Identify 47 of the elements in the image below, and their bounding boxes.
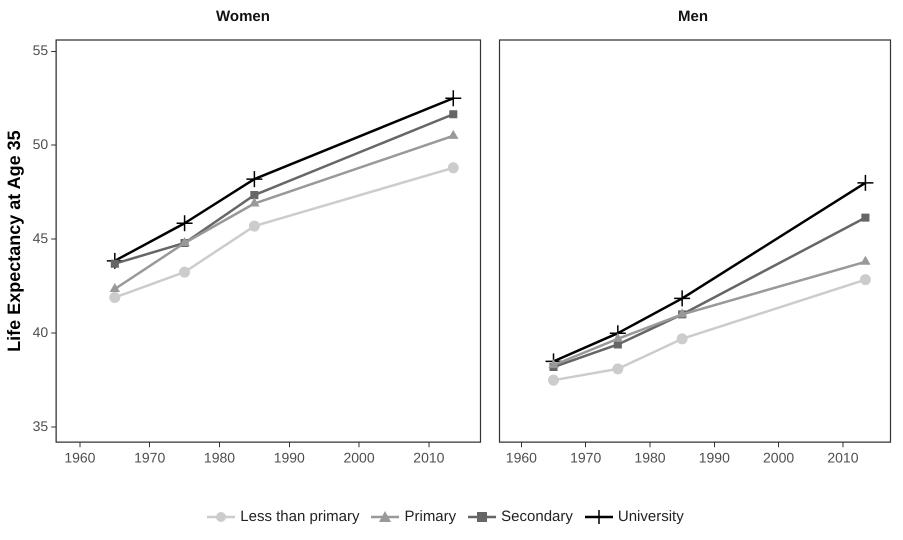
point	[444, 90, 462, 108]
x-tick-label: 1990	[698, 449, 730, 466]
point	[861, 214, 870, 222]
point	[860, 256, 870, 265]
point	[176, 214, 194, 232]
legend-label: Less than primary	[240, 508, 360, 525]
legend-label: University	[618, 508, 684, 525]
point	[246, 170, 264, 188]
point	[612, 363, 624, 374]
point	[110, 260, 119, 268]
point	[676, 333, 688, 344]
point	[673, 290, 691, 308]
point	[179, 266, 190, 278]
point	[860, 274, 871, 286]
x-tick-label: 1960	[506, 449, 538, 466]
y-tick-label: 40	[32, 324, 48, 340]
x-tick-label: 2000	[763, 449, 794, 466]
x-tick-label: 1990	[274, 449, 306, 466]
legend-label: Secondary	[501, 508, 573, 525]
point	[109, 292, 120, 303]
chart-title: Men	[678, 8, 708, 26]
point	[613, 333, 623, 342]
point	[250, 198, 260, 207]
point	[856, 174, 874, 192]
point	[250, 191, 258, 200]
y-tick-label: 35	[32, 418, 48, 434]
x-tick-label: 2010	[413, 449, 445, 466]
y-tick-label: 55	[32, 42, 48, 58]
y-tick-label: 50	[32, 136, 48, 152]
point	[449, 110, 458, 118]
x-tick-label: 1960	[64, 449, 96, 466]
point	[448, 162, 459, 174]
point	[448, 130, 458, 139]
legend-label: Primary	[404, 508, 456, 525]
x-tick-label: 1980	[634, 449, 666, 466]
point	[548, 360, 558, 368]
chart-title: Women	[216, 8, 270, 26]
x-tick-label: 1970	[134, 449, 166, 466]
y-axis-title: Life Expectancy at Age 35	[4, 130, 24, 352]
x-tick-label: 1980	[204, 449, 236, 466]
point	[110, 284, 120, 292]
point	[248, 220, 260, 232]
x-tick-label: 1970	[570, 449, 602, 466]
point	[548, 374, 560, 386]
x-tick-label: 2000	[343, 449, 375, 466]
x-tick-label: 2010	[827, 449, 859, 466]
y-tick-label: 45	[32, 230, 48, 246]
